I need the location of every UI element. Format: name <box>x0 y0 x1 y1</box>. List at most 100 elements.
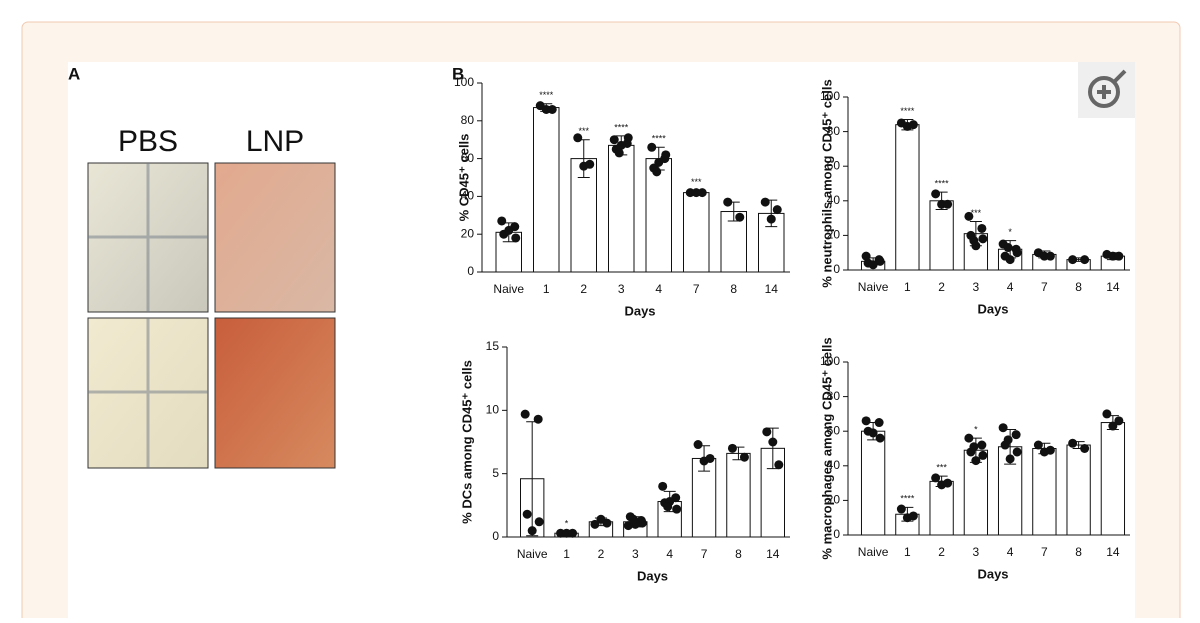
x-tick-label: 2 <box>938 545 945 559</box>
data-point <box>1012 447 1022 457</box>
data-point <box>739 452 749 462</box>
data-point <box>614 148 624 158</box>
data-point <box>661 150 671 160</box>
data-point <box>547 104 557 114</box>
y-tick-label: 10 <box>486 403 500 417</box>
zoom-icon[interactable] <box>1097 69 1127 99</box>
column-label: LNP <box>246 125 304 158</box>
bar <box>608 144 635 273</box>
x-tick-label: 14 <box>1106 280 1120 294</box>
bar <box>1066 444 1091 536</box>
x-tick-label: 7 <box>701 547 708 561</box>
zoom-button[interactable] <box>1078 62 1135 118</box>
y-tick-label: 40 <box>827 193 841 207</box>
significance-label: *** <box>691 177 702 187</box>
data-point <box>931 189 941 199</box>
data-point <box>723 197 733 207</box>
y-tick-label: 15 <box>486 339 500 353</box>
data-point <box>652 167 662 177</box>
bar <box>645 158 672 273</box>
data-point <box>573 133 583 143</box>
data-point <box>971 456 981 466</box>
data-point <box>772 205 782 215</box>
y-tick-label: 80 <box>461 113 475 127</box>
bar <box>895 124 920 271</box>
data-point <box>875 433 885 443</box>
data-point <box>964 211 974 221</box>
y-tick-label: 0 <box>492 529 499 543</box>
significance-label: **** <box>900 106 915 116</box>
zoom-icon[interactable] <box>1088 76 1120 108</box>
x-tick-label: 2 <box>938 280 945 294</box>
data-point <box>1003 243 1013 253</box>
x-tick-label: 8 <box>735 547 742 561</box>
data-point <box>1005 255 1015 265</box>
data-point <box>511 233 521 243</box>
x-axis-label: Days <box>977 301 1008 316</box>
significance-label: **** <box>900 494 915 504</box>
y-tick-label: 40 <box>461 189 475 203</box>
y-tick-label: 80 <box>827 389 841 403</box>
data-point <box>1080 444 1090 453</box>
y-tick-label: 100 <box>820 354 840 368</box>
panel-label: B <box>452 64 464 83</box>
y-tick-label: 20 <box>827 493 841 507</box>
x-tick-label: Naive <box>858 280 889 294</box>
x-tick-label: 1 <box>563 547 570 561</box>
data-point <box>520 409 530 419</box>
significance-label: **** <box>935 179 950 189</box>
data-point <box>658 481 668 491</box>
y-tick-label: 100 <box>820 89 840 103</box>
data-point <box>766 214 776 224</box>
data-point <box>1005 454 1015 464</box>
data-point <box>623 133 633 143</box>
y-tick-label: 20 <box>461 226 475 240</box>
data-point <box>964 433 974 443</box>
data-point <box>522 509 532 519</box>
data-point <box>969 442 979 452</box>
bar <box>683 192 710 273</box>
data-point <box>875 256 885 266</box>
data-point <box>609 135 619 145</box>
data-point <box>585 159 595 169</box>
x-tick-label: Naive <box>858 545 889 559</box>
y-tick-label: 0 <box>467 264 474 278</box>
y-tick-label: 60 <box>827 423 841 437</box>
y-tick-label: 5 <box>492 466 499 480</box>
data-point <box>1114 251 1124 261</box>
x-tick-label: 1 <box>543 282 550 296</box>
x-tick-label: 7 <box>1041 545 1048 559</box>
data-point <box>1114 416 1124 426</box>
bar <box>929 200 954 271</box>
y-tick-label: 60 <box>827 158 841 172</box>
x-tick-label: 8 <box>1075 545 1082 559</box>
y-tick-label: 0 <box>833 262 840 276</box>
data-point <box>727 443 737 453</box>
x-tick-label: 4 <box>655 282 662 296</box>
x-axis-label: Days <box>977 566 1008 581</box>
data-point <box>931 473 941 483</box>
data-point <box>623 521 633 531</box>
x-tick-label: 14 <box>766 547 780 561</box>
significance-label: **** <box>652 134 667 144</box>
x-tick-label: 3 <box>973 545 980 559</box>
data-point <box>908 120 918 130</box>
data-point <box>1045 445 1055 455</box>
data-point <box>534 517 544 527</box>
significance-label: *** <box>971 208 982 218</box>
x-tick-label: Naive <box>493 282 524 296</box>
significance-label: *** <box>936 463 947 473</box>
x-tick-label: 7 <box>1041 280 1048 294</box>
x-tick-label: Naive <box>517 547 548 561</box>
x-axis-label: Days <box>637 568 668 583</box>
significance-label: *** <box>578 126 589 136</box>
data-point <box>533 414 543 424</box>
data-point <box>568 528 578 538</box>
data-point <box>762 427 772 437</box>
data-point <box>1080 255 1090 265</box>
y-tick-label: 0 <box>833 527 840 541</box>
y-tick-label: 60 <box>461 151 475 165</box>
x-tick-label: 2 <box>598 547 605 561</box>
x-tick-label: 8 <box>1075 280 1082 294</box>
x-axis-label: Days <box>624 303 655 318</box>
